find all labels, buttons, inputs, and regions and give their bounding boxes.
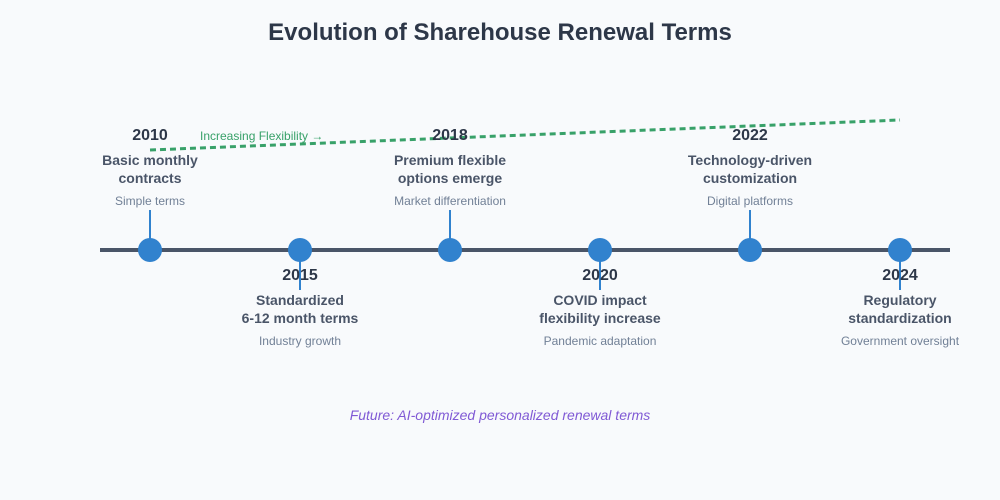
page-title: Evolution of Sharehouse Renewal Terms [268,19,732,46]
milestone-node [738,238,762,262]
future-note: Future: AI-optimized personalized renewa… [350,407,651,423]
milestone-subtitle: Government oversight [841,334,960,348]
milestone-subtitle: Industry growth [259,334,341,348]
milestone-title-line2: customization [703,170,797,186]
milestone-node [138,238,162,262]
milestone-subtitle: Simple terms [115,194,185,208]
milestone-2020: 2020 COVID impact flexibility increase P… [539,238,661,348]
milestone-title-line1: COVID impact [553,292,647,308]
milestone-2010: 2010 Basic monthly contracts Simple term… [102,127,198,262]
milestone-node [288,238,312,262]
milestone-title-line1: Premium flexible [394,152,506,168]
milestone-year: 2015 [282,267,318,284]
milestone-subtitle: Digital platforms [707,194,793,208]
milestone-node [438,238,462,262]
milestone-2024: 2024 Regulatory standardization Governme… [841,238,960,348]
milestone-title-line1: Regulatory [863,292,936,308]
milestone-year: 2010 [132,127,168,144]
milestone-subtitle: Market differentiation [394,194,506,208]
milestone-year: 2022 [732,127,768,144]
milestone-year: 2018 [432,127,468,144]
milestone-title-line2: options emerge [398,170,502,186]
milestone-title-line2: flexibility increase [539,310,661,326]
milestone-title-line1: Technology-driven [688,152,812,168]
milestone-title-line2: standardization [848,310,951,326]
milestone-title-line1: Basic monthly [102,152,198,168]
milestone-year: 2020 [582,267,618,284]
milestone-title-line2: contracts [118,170,181,186]
flexibility-trend-label: Increasing Flexibility → [200,129,323,143]
milestone-2018: 2018 Premium flexible options emerge Mar… [394,127,506,262]
milestone-node [588,238,612,262]
flexibility-trend-line [149,118,901,152]
milestone-year: 2024 [882,267,918,284]
milestone-node [888,238,912,262]
milestone-2022: 2022 Technology-driven customization Dig… [688,127,812,262]
milestone-title-line2: 6-12 month terms [242,310,359,326]
milestone-2015: 2015 Standardized 6-12 month terms Indus… [242,238,359,348]
milestone-subtitle: Pandemic adaptation [544,334,657,348]
milestone-title-line1: Standardized [256,292,344,308]
